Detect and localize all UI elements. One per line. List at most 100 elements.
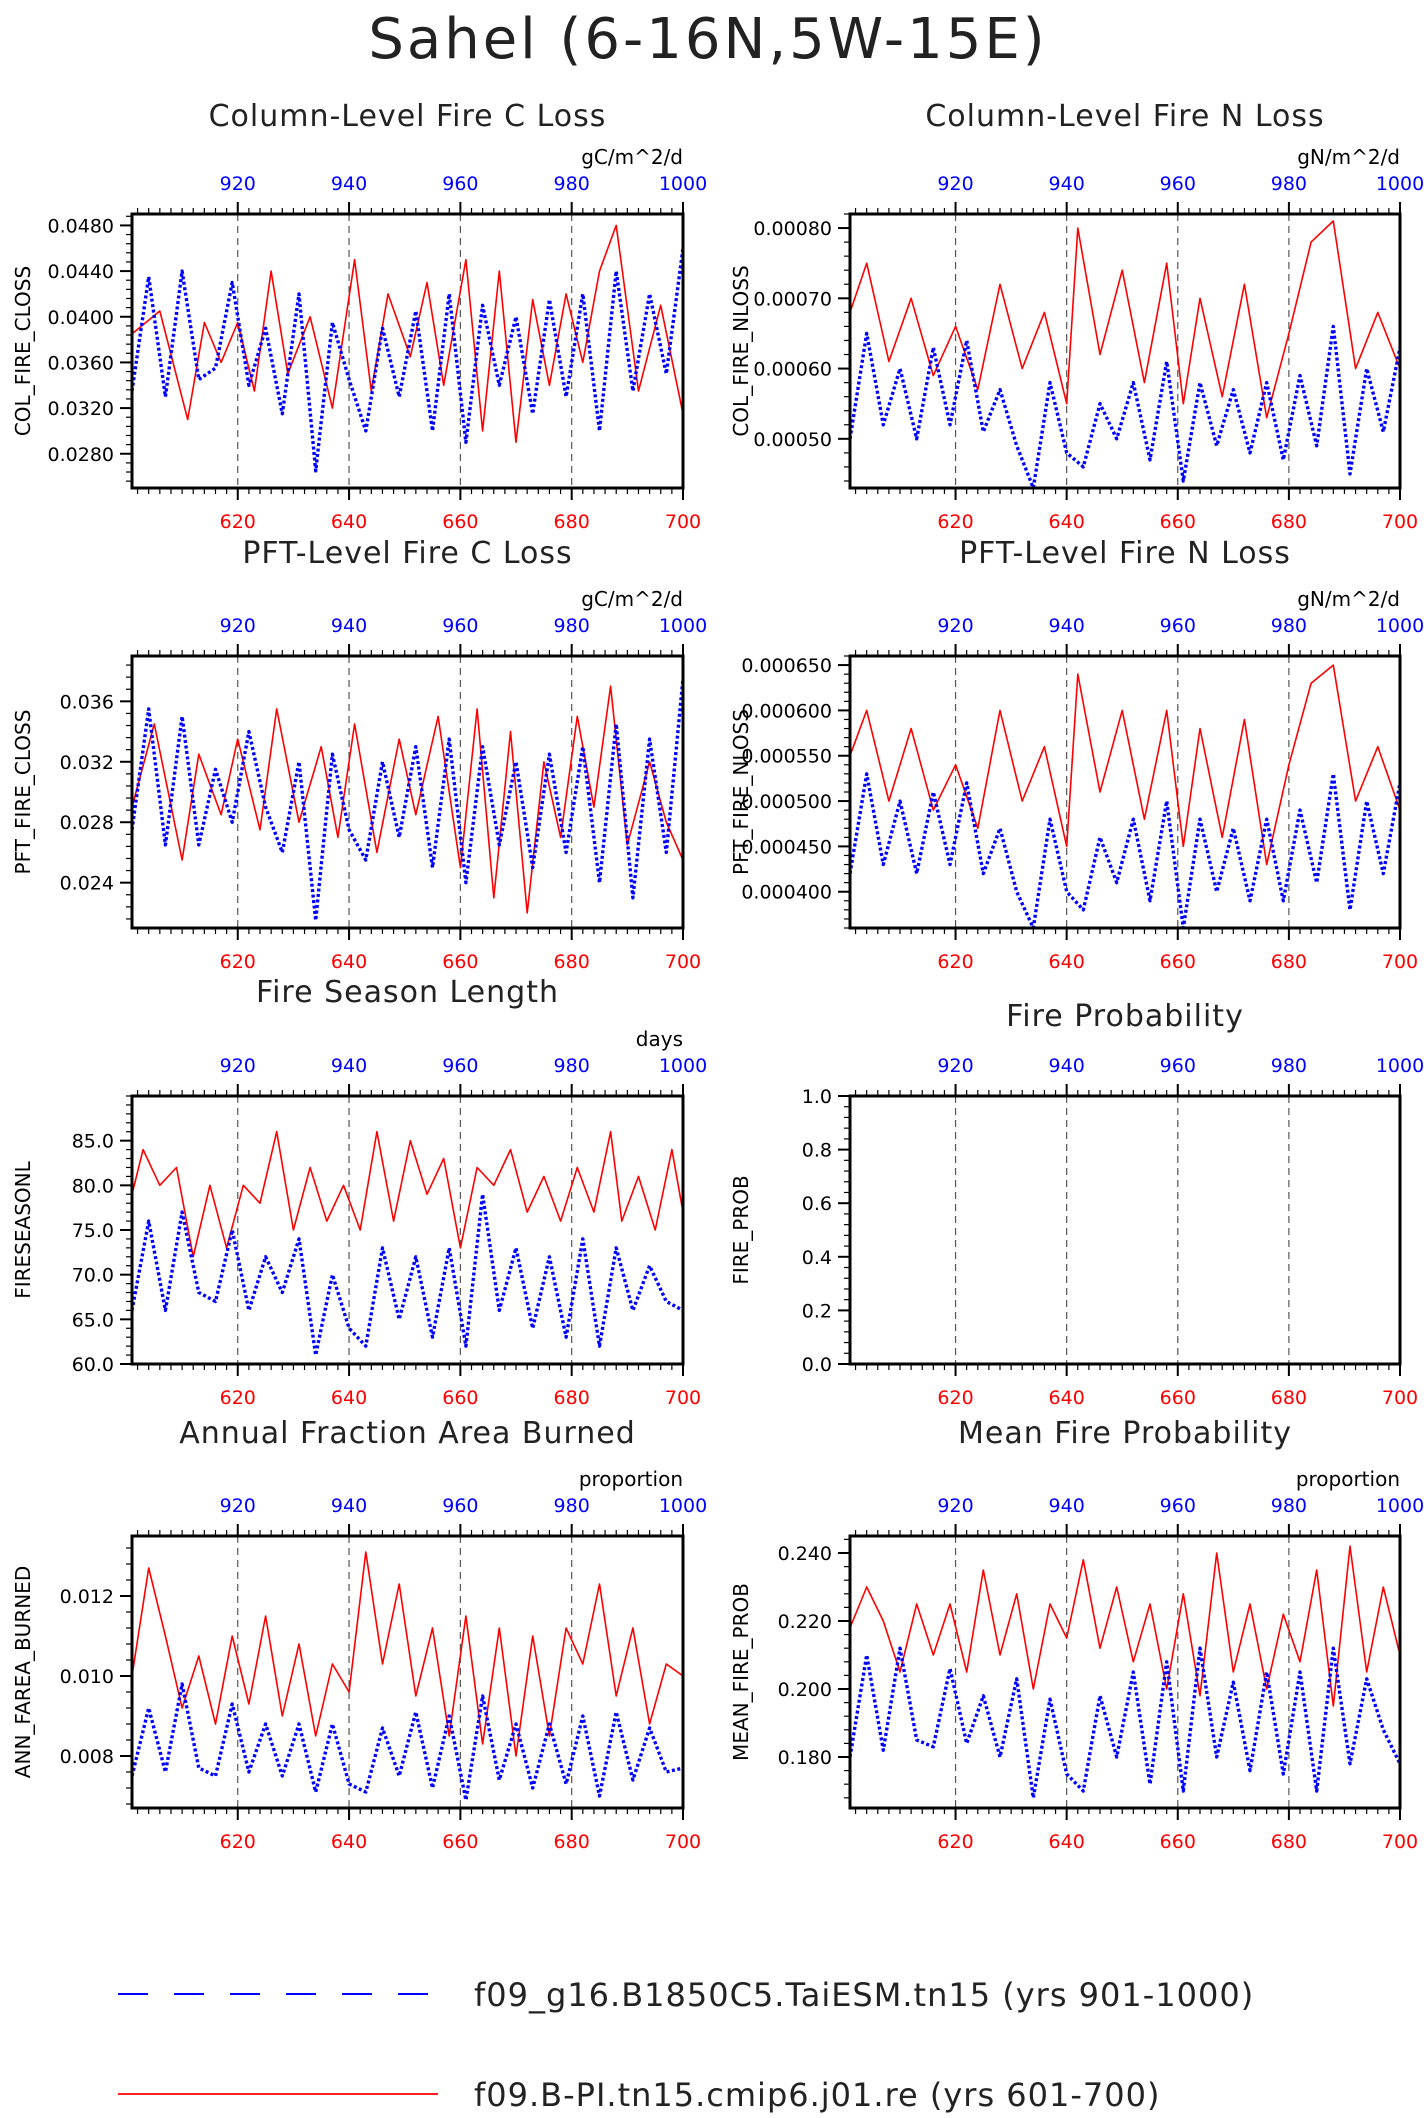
x-tick-label: 660 — [1160, 1387, 1196, 1409]
x-tick-label-top: 940 — [331, 1055, 367, 1077]
panel-title: PFT-Level Fire N Loss — [959, 536, 1291, 571]
y-tick-label: 0.6 — [802, 1193, 832, 1215]
x-tick-label-top: 940 — [331, 173, 367, 195]
y-tick-label: 0.0440 — [48, 261, 114, 283]
y-tick-label: 65.0 — [72, 1309, 114, 1331]
x-tick-label-top: 960 — [1160, 173, 1196, 195]
x-tick-label-top: 1000 — [659, 173, 707, 195]
y-tick-label: 85.0 — [72, 1131, 114, 1153]
x-tick-label-top: 920 — [220, 1055, 256, 1077]
x-tick-label-top: 1000 — [1376, 615, 1424, 637]
y-axis-label: FIRESEASONL — [11, 1160, 35, 1298]
y-axis-label: COL_FIRE_NLOSS — [729, 265, 753, 436]
unit-label: gC/m^2/d — [581, 587, 683, 611]
x-tick-label-top: 980 — [554, 1495, 590, 1517]
series-line-taiesm — [850, 772, 1400, 928]
x-tick-label-top: 980 — [554, 173, 590, 195]
series-line-cmip6 — [850, 1545, 1400, 1707]
panel-title: Fire Season Length — [256, 975, 559, 1010]
series-line-cmip6 — [132, 1130, 683, 1258]
x-tick-label-top: 960 — [1160, 1055, 1196, 1077]
y-tick-label: 0.000650 — [741, 655, 832, 677]
unit-label: gN/m^2/d — [1297, 145, 1400, 169]
x-tick-label: 620 — [937, 1831, 973, 1853]
x-tick-label-top: 920 — [937, 173, 973, 195]
series-line-cmip6 — [132, 1551, 683, 1757]
x-tick-label-top: 920 — [220, 1495, 256, 1517]
y-tick-label: 0.000450 — [741, 836, 832, 858]
y-tick-label: 0.240 — [778, 1543, 832, 1565]
x-tick-label-top: 1000 — [1376, 1055, 1424, 1077]
x-tick-label-top: 940 — [1049, 615, 1085, 637]
y-tick-label: 0.00070 — [753, 288, 832, 310]
y-tick-label: 0.000500 — [741, 791, 832, 813]
x-tick-label: 620 — [220, 1831, 256, 1853]
x-tick-label-top: 940 — [331, 615, 367, 637]
x-tick-label: 680 — [1271, 1831, 1307, 1853]
series-line-cmip6 — [850, 220, 1400, 419]
x-tick-label: 700 — [665, 1387, 701, 1409]
y-tick-label: 70.0 — [72, 1265, 114, 1287]
plot-frame — [130, 1534, 685, 1810]
panel-6: Fire Probability FIRE_PROB 620 640 660 680 700… — [729, 999, 1424, 1409]
legend-label: f09_g16.B1850C5.TaiESM.tn15 (yrs 901-100… — [474, 1976, 1254, 2014]
x-tick-label-top: 960 — [442, 1495, 478, 1517]
y-tick-label: 0.4 — [802, 1247, 832, 1269]
x-tick-label: 680 — [1271, 511, 1307, 533]
y-tick-label: 0.000400 — [741, 882, 832, 904]
series-line-taiesm — [850, 1646, 1400, 1800]
unit-label: gN/m^2/d — [1297, 587, 1400, 611]
x-tick-label-top: 960 — [1160, 1495, 1196, 1517]
series-line-taiesm — [132, 1682, 683, 1802]
unit-label: gC/m^2/d — [581, 145, 683, 169]
x-tick-label: 700 — [665, 1831, 701, 1853]
panel-5: Fire Season Length days FIRESEASONL 620 640 6… — [11, 975, 707, 1409]
x-tick-label: 680 — [1271, 951, 1307, 973]
x-tick-label: 660 — [442, 1387, 478, 1409]
panel-title: PFT-Level Fire C Loss — [242, 536, 572, 571]
figure-title: Sahel (6-16N,5W-15E) — [368, 7, 1047, 72]
y-axis-label: MEAN_FIRE_PROB — [729, 1583, 753, 1761]
y-axis-label: COL_FIRE_CLOSS — [11, 266, 35, 436]
x-tick-label-top: 920 — [937, 615, 973, 637]
x-tick-label: 680 — [554, 511, 590, 533]
x-tick-label: 620 — [220, 1387, 256, 1409]
x-tick-label-top: 980 — [1271, 173, 1307, 195]
x-tick-label-top: 1000 — [1376, 173, 1424, 195]
panel-title: Mean Fire Probability — [958, 1416, 1292, 1451]
x-tick-label: 700 — [1382, 1831, 1418, 1853]
x-tick-label-top: 980 — [554, 615, 590, 637]
x-tick-label-top: 920 — [220, 173, 256, 195]
plot-frame — [848, 1534, 1402, 1810]
x-tick-label-top: 1000 — [659, 615, 707, 637]
x-tick-label: 700 — [1382, 511, 1418, 533]
x-tick-label: 620 — [937, 1387, 973, 1409]
x-tick-label: 660 — [1160, 511, 1196, 533]
x-tick-label: 700 — [1382, 1387, 1418, 1409]
y-axis-label: ANN_FAREA_BURNED — [11, 1566, 35, 1778]
x-tick-label-top: 940 — [1049, 1055, 1085, 1077]
y-tick-label: 0.000600 — [741, 700, 832, 722]
x-tick-label-top: 980 — [1271, 1495, 1307, 1517]
y-tick-label: 0.0320 — [48, 398, 114, 420]
series-line-cmip6 — [132, 685, 683, 914]
y-tick-label: 0.00050 — [753, 429, 832, 451]
x-tick-label: 640 — [331, 1387, 367, 1409]
panel-title: Fire Probability — [1006, 999, 1244, 1034]
x-tick-label-top: 960 — [442, 615, 478, 637]
panel-1: Column-Level Fire C Loss gC/m^2/d COL_FIRE… — [11, 99, 707, 533]
x-tick-label: 640 — [1049, 1387, 1085, 1409]
x-tick-label: 680 — [1271, 1387, 1307, 1409]
y-tick-label: 0.00080 — [753, 218, 832, 240]
x-tick-label: 680 — [554, 1831, 590, 1853]
y-tick-label: 0.036 — [60, 691, 114, 713]
panel-3: PFT-Level Fire C Loss gC/m^2/d PFT_FIRE_CL… — [11, 536, 707, 973]
legend-label: f09.B-PI.tn15.cmip6.j01.re (yrs 601-700) — [474, 2076, 1160, 2114]
series-line-taiesm — [132, 1192, 683, 1357]
x-tick-label-top: 920 — [937, 1055, 973, 1077]
panel-title: Column-Level Fire C Loss — [209, 99, 607, 134]
x-tick-label-top: 960 — [442, 173, 478, 195]
x-tick-label: 680 — [554, 1387, 590, 1409]
y-tick-label: 75.0 — [72, 1220, 114, 1242]
y-tick-label: 60.0 — [72, 1354, 114, 1376]
